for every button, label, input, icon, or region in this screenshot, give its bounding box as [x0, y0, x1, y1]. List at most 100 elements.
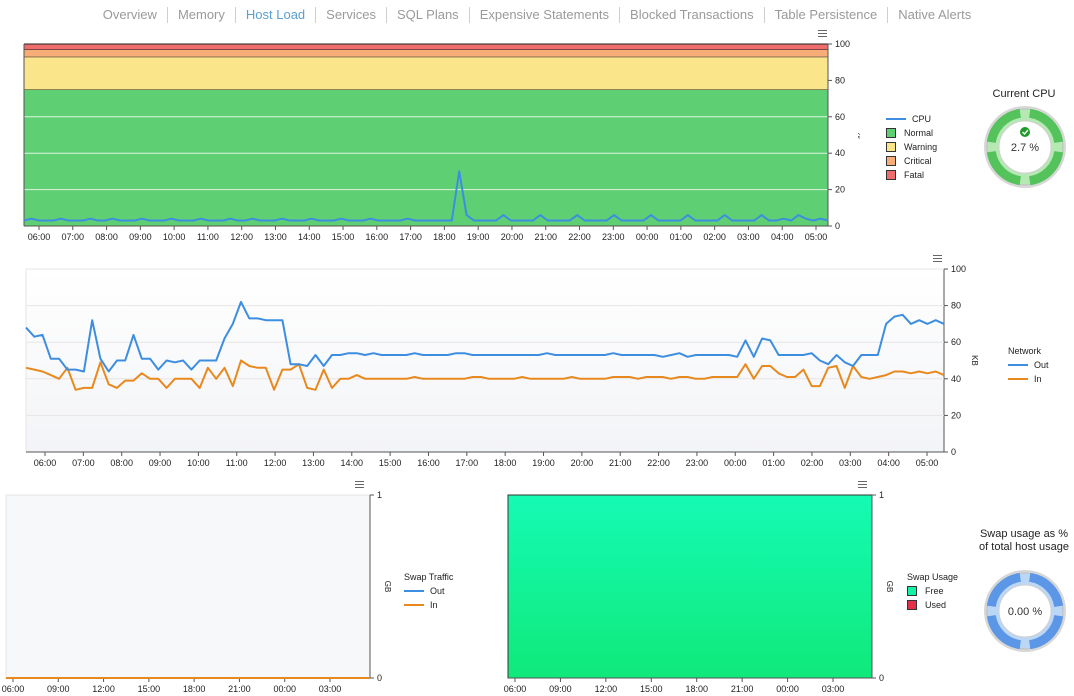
legend-item-free[interactable]: Free — [907, 584, 958, 598]
swap-traffic-menu-icon[interactable] — [355, 481, 364, 489]
swap-usage-menu-icon[interactable] — [858, 481, 867, 489]
x-tick-label: 14:00 — [341, 458, 364, 468]
x-tick-label: 12:00 — [230, 232, 253, 242]
legend-label: In — [430, 600, 438, 610]
y-axis-label: KB — [970, 355, 979, 366]
swap-gauge: 0.00 % — [984, 570, 1066, 652]
y-tick-label: 40 — [951, 374, 961, 384]
legend-item-cpu[interactable]: CPU — [886, 112, 937, 126]
x-tick-label: 10:00 — [163, 232, 186, 242]
legend-label: Normal — [904, 128, 934, 138]
x-tick-label: 06:00 — [2, 684, 25, 694]
x-tick-label: 21:00 — [534, 232, 557, 242]
x-tick-label: 01:00 — [762, 458, 785, 468]
x-tick-label: 15:00 — [138, 684, 161, 694]
x-tick-label: 17:00 — [456, 458, 479, 468]
legend-item-in[interactable]: In — [1008, 372, 1049, 386]
cpu-gauge: 2.7 % — [984, 106, 1066, 188]
plot-background — [5, 494, 371, 679]
legend-item-out[interactable]: Out — [1008, 358, 1049, 372]
x-tick-label: 06:00 — [504, 684, 527, 694]
x-tick-label: 13:00 — [302, 458, 325, 468]
network-in-line — [25, 359, 945, 391]
x-tick-label: 15:00 — [379, 458, 402, 468]
gauge-value: 2.7 % — [1011, 142, 1039, 154]
legend-swatch — [404, 604, 424, 606]
x-tick-label: 18:00 — [433, 232, 456, 242]
x-tick-label: 18:00 — [685, 684, 708, 694]
y-axis-label: GB — [885, 581, 894, 593]
x-tick-label: 21:00 — [228, 684, 251, 694]
gauge-center — [998, 584, 1052, 638]
legend-item-out[interactable]: Out — [404, 584, 453, 598]
x-tick-label: 05:00 — [916, 458, 939, 468]
tab-sql-plans[interactable]: SQL Plans — [387, 7, 470, 23]
legend-item-in[interactable]: In — [404, 598, 453, 612]
cpu-legend: CPU Normal Warning Critical Fatal — [886, 112, 937, 182]
legend-label: CPU — [912, 114, 932, 124]
network-out-line — [25, 300, 945, 373]
tab-table-persistence[interactable]: Table Persistence — [765, 7, 889, 23]
band-critical — [24, 49, 828, 57]
band-warning — [24, 56, 828, 90]
network-chart-menu-icon[interactable] — [933, 255, 942, 263]
x-tick-label: 02:00 — [801, 458, 824, 468]
x-tick-label: 19:00 — [467, 232, 490, 242]
legend-swatch — [1008, 378, 1028, 380]
x-tick-label: 18:00 — [183, 684, 206, 694]
legend-item-warning[interactable]: Warning — [886, 140, 937, 154]
gauge-segment — [986, 572, 1022, 608]
x-tick-label: 00:00 — [636, 232, 659, 242]
legend-swatch — [886, 142, 896, 152]
x-tick-label: 16:00 — [417, 458, 440, 468]
gauge-segment — [1028, 150, 1064, 186]
y-tick-label: 100 — [835, 39, 850, 49]
x-tick-label: 07:00 — [62, 232, 85, 242]
x-tick-label: 12:00 — [92, 684, 115, 694]
y-tick-label: 0 — [377, 673, 382, 683]
x-tick-label: 11:00 — [226, 458, 248, 468]
tab-expensive-statements[interactable]: Expensive Statements — [470, 7, 621, 23]
legend-item-critical[interactable]: Critical — [886, 154, 937, 168]
y-tick-label: 20 — [951, 410, 961, 420]
x-tick-label: 10:00 — [187, 458, 210, 468]
tab-services[interactable]: Services — [316, 7, 388, 23]
tab-blocked-transactions[interactable]: Blocked Transactions — [620, 7, 765, 23]
x-tick-label: 23:00 — [602, 232, 625, 242]
legend-item-used[interactable]: Used — [907, 598, 958, 612]
cpu-series-line — [23, 170, 829, 222]
x-tick-label: 08:00 — [95, 232, 118, 242]
y-tick-label: 60 — [951, 337, 961, 347]
legend-item-normal[interactable]: Normal — [886, 126, 937, 140]
x-tick-label: 09:00 — [149, 458, 172, 468]
tab-native-alerts[interactable]: Native Alerts — [898, 7, 972, 22]
x-tick-label: 00:00 — [273, 684, 296, 694]
x-tick-label: 19:00 — [532, 458, 555, 468]
check-icon — [1020, 127, 1030, 137]
swap-free-area — [507, 494, 873, 679]
x-tick-label: 00:00 — [724, 458, 747, 468]
x-tick-label: 08:00 — [110, 458, 133, 468]
legend-label: Out — [1034, 360, 1049, 370]
y-axis-label: GB — [383, 581, 392, 593]
y-tick-label: 40 — [835, 148, 845, 158]
tab-host-load[interactable]: Host Load — [236, 7, 317, 23]
x-tick-label: 22:00 — [568, 232, 591, 242]
cpu-chart: 0 20 40 60 80 100 06:00 07:00 08:00 09:00 10:00 11:… — [23, 39, 860, 242]
tab-memory[interactable]: Memory — [168, 7, 236, 23]
y-tick-label: 0 — [879, 673, 884, 683]
y-axis-label: % — [856, 131, 860, 138]
legend-swatch — [907, 600, 917, 610]
gauge-segment — [1028, 108, 1064, 144]
cpu-chart-menu-icon[interactable] — [818, 30, 827, 38]
tab-overview[interactable]: Overview — [93, 7, 168, 23]
check-mark — [1022, 129, 1029, 136]
x-tick-label: 15:00 — [640, 684, 663, 694]
y-tick-label: 80 — [951, 301, 961, 311]
x-tick-label: 23:00 — [686, 458, 709, 468]
legend-item-fatal[interactable]: Fatal — [886, 168, 937, 182]
legend-title: Swap Traffic — [404, 572, 454, 582]
x-tick-label: 14:00 — [298, 232, 321, 242]
gauge-center — [998, 120, 1052, 174]
network-legend: Network Out In — [1008, 346, 1049, 386]
